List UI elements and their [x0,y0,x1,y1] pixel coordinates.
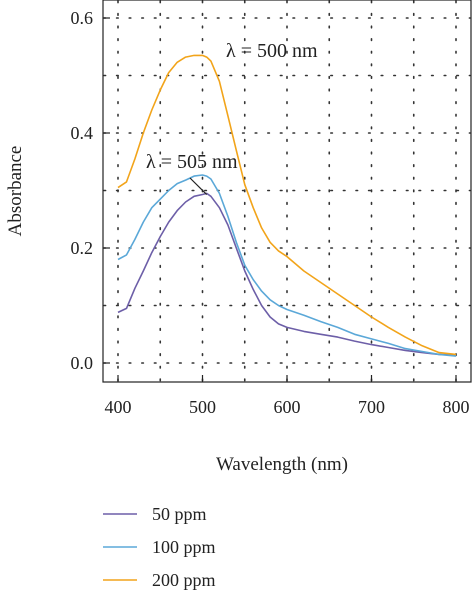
y-axis-label: Absorbance [5,146,26,237]
grid [103,0,471,382]
y-tick-label: 0.4 [71,123,94,143]
x-tick-label: 700 [358,397,385,417]
legend: 50 ppm 100 ppm 200 ppm [103,504,216,590]
x-tick-label: 600 [274,397,301,417]
y-tick-label: 0.6 [71,8,94,28]
x-tick-label: 400 [105,397,132,417]
series-line [117,54,457,356]
y-tick-label: 0.2 [71,238,94,258]
legend-label: 50 ppm [152,504,207,524]
series-lines [117,54,457,357]
annotation-label: λ = 500 nm [226,40,318,62]
legend-label: 100 ppm [152,537,216,557]
axis-ticks: 400 500 600 700 800 0.0 0.2 0.4 0.6 [71,8,470,417]
annotation-label: λ = 505 nm [146,151,238,173]
x-tick-label: 800 [443,397,470,417]
series-line [117,192,457,356]
y-tick-label: 0.0 [71,353,94,373]
legend-label: 200 ppm [152,570,216,590]
x-axis-label: Wavelength (nm) [216,454,348,475]
series-line [117,174,457,357]
annotations: λ = 500 nm λ = 505 nm [146,40,318,195]
x-tick-label: 500 [189,397,216,417]
annotation-pointer [189,177,208,195]
